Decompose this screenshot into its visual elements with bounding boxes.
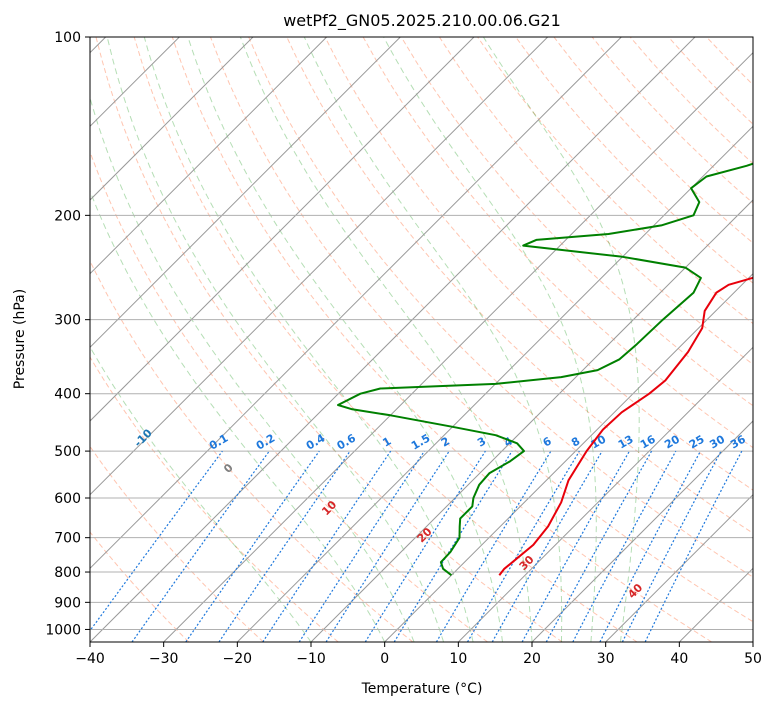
dewpoint-profile-line xyxy=(337,162,753,576)
temperature-profile-line xyxy=(498,276,753,576)
x-tick-label: 10 xyxy=(449,651,467,667)
y-tick-label: 900 xyxy=(54,595,81,611)
isotherm-line xyxy=(236,125,753,642)
x-tick-label: −20 xyxy=(223,651,253,667)
dry-adiabat xyxy=(95,37,563,642)
mixing-ratio-line xyxy=(90,450,223,632)
mixing-ratio-line xyxy=(325,450,450,642)
isotherm-line xyxy=(90,37,475,422)
mixing-ratio-line xyxy=(572,450,677,642)
isotherm-line xyxy=(310,199,753,642)
isotherm-line xyxy=(163,51,753,642)
dry-adiabat xyxy=(248,37,753,578)
isotherm-line xyxy=(90,37,549,496)
x-tick-label: 50 xyxy=(744,651,762,667)
x-tick-label: −10 xyxy=(296,651,326,667)
dry-adiabat xyxy=(133,37,638,642)
dry-adiabat xyxy=(438,37,753,366)
isotherm-line xyxy=(605,493,753,642)
mixing-ratio-line xyxy=(621,450,722,642)
mixing-ratio-line xyxy=(262,450,392,642)
y-tick-label: 500 xyxy=(54,444,81,460)
y-tick-label: 1000 xyxy=(45,622,81,638)
dry-adiabat xyxy=(400,37,753,407)
mixing-ratio-line xyxy=(393,450,513,642)
dry-adiabat xyxy=(90,445,264,642)
dry-adiabat xyxy=(90,356,339,642)
moist-adiabat xyxy=(90,189,386,642)
dry-adiabat xyxy=(90,150,488,642)
isotherm-line xyxy=(384,272,753,642)
chart-title: wetPf2_GN05.2025.210.00.06.G21 xyxy=(283,11,561,31)
x-axis-label: Temperature (°C) xyxy=(361,681,483,697)
y-axis-label: Pressure (hPa) xyxy=(12,289,28,389)
isotherm-line xyxy=(90,37,254,201)
moist-adiabat xyxy=(383,37,597,642)
x-tick-label: −30 xyxy=(149,651,179,667)
moist-adiabat xyxy=(143,37,474,642)
dry-adiabat xyxy=(210,37,753,623)
isotherm-line xyxy=(90,37,622,570)
y-tick-label: 400 xyxy=(54,387,81,403)
y-tick-label: 300 xyxy=(54,313,81,329)
moist-adiabat xyxy=(239,37,533,642)
mixing-ratio-line xyxy=(185,450,320,642)
y-tick-label: 100 xyxy=(54,30,81,46)
x-tick-label: 20 xyxy=(523,651,541,667)
isotherm-line xyxy=(531,420,753,642)
isotherm-line xyxy=(457,346,753,642)
y-tick-label: 800 xyxy=(54,565,81,581)
mixing-ratio-line xyxy=(644,450,743,642)
x-tick-label: 0 xyxy=(380,651,389,667)
mixing-ratio-line xyxy=(491,450,603,642)
mixing-ratio-line xyxy=(545,450,653,642)
x-tick-label: −40 xyxy=(75,651,105,667)
moist-adiabat xyxy=(482,37,640,642)
dry-adiabat xyxy=(171,37,712,642)
x-tick-label: 30 xyxy=(597,651,615,667)
dry-adiabat xyxy=(515,37,753,284)
moist-adiabat xyxy=(187,37,503,642)
isotherm-line xyxy=(90,37,328,275)
isotherm-line xyxy=(90,37,696,642)
y-tick-label: 200 xyxy=(54,208,81,224)
mixing-ratio-line xyxy=(298,450,425,642)
moist-adiabat xyxy=(106,37,445,642)
mixing-ratio-line xyxy=(131,450,270,642)
moist-adiabat xyxy=(303,37,563,642)
plot-frame xyxy=(89,36,754,643)
dry-adiabat xyxy=(324,37,753,491)
y-tick-label: 600 xyxy=(54,491,81,507)
x-tick-label: 40 xyxy=(670,651,688,667)
mixing-ratio-line xyxy=(218,450,351,642)
dry-adiabat xyxy=(90,531,190,642)
y-tick-label: 700 xyxy=(54,531,81,547)
isotherm-line xyxy=(90,37,401,349)
mixing-ratio-line xyxy=(521,450,631,642)
